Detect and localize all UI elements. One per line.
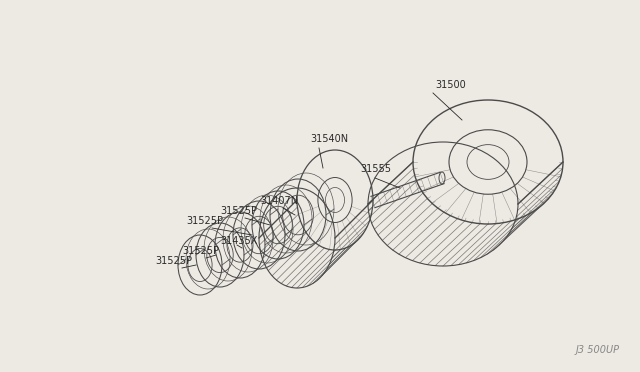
Text: 31525P: 31525P (155, 256, 192, 266)
Text: 31525P: 31525P (186, 216, 223, 226)
Text: 31407N: 31407N (260, 196, 298, 206)
Text: 31540N: 31540N (310, 134, 348, 144)
Text: 31500: 31500 (435, 80, 466, 90)
Text: 31525P: 31525P (220, 206, 257, 216)
Text: 31435X: 31435X (220, 236, 257, 246)
Text: 31525P: 31525P (182, 246, 219, 256)
Text: 31555: 31555 (360, 164, 391, 174)
Text: J3 500UP: J3 500UP (576, 345, 620, 355)
